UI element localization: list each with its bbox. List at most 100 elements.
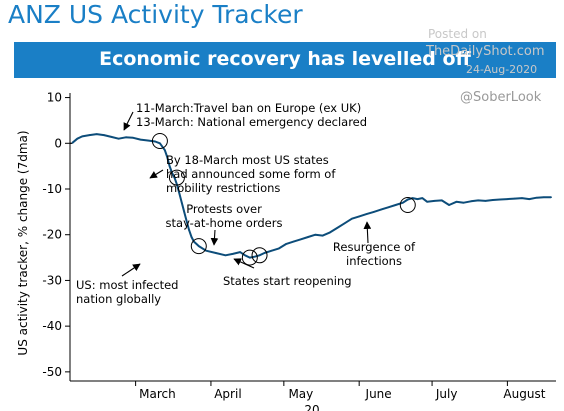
data-point <box>358 215 360 218</box>
y-tick-label: -40 <box>42 319 62 333</box>
x-tick-label: July <box>435 387 458 401</box>
data-point <box>521 197 523 199</box>
data-point <box>416 198 419 200</box>
data-point <box>292 240 295 243</box>
data-point <box>270 249 273 252</box>
footer-fragment: 20 <box>304 403 319 411</box>
data-point <box>387 206 390 209</box>
data-point <box>224 254 227 257</box>
annotation-text: 11-March:Travel ban on Europe (ex UK) <box>136 101 361 115</box>
annotation-arrow <box>149 169 164 179</box>
data-point <box>278 247 280 250</box>
data-point <box>426 201 429 203</box>
data-point <box>154 140 156 143</box>
data-point <box>455 201 458 203</box>
y-tick-label: -50 <box>42 365 62 379</box>
chart-series <box>71 133 552 259</box>
data-point <box>285 243 288 245</box>
chart-callouts: 11-March:Travel ban on Europe (ex UK)13-… <box>76 101 416 306</box>
annotation-arrow <box>363 221 372 244</box>
data-point <box>263 252 266 254</box>
data-point <box>351 217 353 220</box>
data-point <box>205 249 207 252</box>
data-point <box>168 165 171 167</box>
data-point <box>543 196 545 199</box>
chart-axes: 10 0 -10 -20 -30 -40 -50 March April May June July A… <box>16 91 556 411</box>
data-point <box>71 142 74 144</box>
annotation-text: By 18-March most US states <box>166 153 329 167</box>
data-point <box>499 198 501 201</box>
annotation-arrow <box>121 263 141 277</box>
data-point <box>535 196 538 199</box>
data-point <box>307 236 309 238</box>
data-point <box>402 201 404 204</box>
x-tick-label: March <box>139 387 176 401</box>
y-tick-label: -20 <box>42 228 62 242</box>
data-point <box>232 253 234 255</box>
data-point <box>188 229 190 231</box>
annotation-arrow <box>210 229 219 246</box>
data-point <box>76 137 79 140</box>
annotation-arrow <box>123 111 134 131</box>
data-point <box>394 204 397 206</box>
data-point <box>440 199 443 202</box>
event-circle <box>399 197 416 213</box>
data-point <box>258 254 261 257</box>
watermark-date: 24-Aug-2020 <box>466 63 538 76</box>
data-point <box>183 211 186 213</box>
author-handle: @SoberLook <box>460 90 542 105</box>
y-tick-label: -30 <box>42 273 62 287</box>
annotation-text: US: most infected <box>76 278 178 292</box>
event-circle <box>151 133 168 149</box>
data-point <box>484 200 487 202</box>
watermark-posted: Posted on <box>428 27 487 41</box>
x-tick-label: May <box>288 387 313 401</box>
event-circle <box>190 238 207 255</box>
data-point <box>249 256 251 259</box>
watermark-site: TheDailyShot.com <box>426 44 545 59</box>
annotation-text: had announced some form of <box>166 167 336 181</box>
data-point <box>506 198 509 200</box>
annotation-text: States start reopening <box>223 274 352 288</box>
data-point <box>253 255 256 258</box>
data-point <box>195 243 198 245</box>
data-point <box>329 231 331 234</box>
data-point <box>448 204 450 206</box>
y-axis-label: US activity tracker, % change (7dma) <box>16 130 30 355</box>
data-point <box>321 234 324 237</box>
event-circle <box>241 249 258 266</box>
data-point <box>190 236 193 238</box>
data-point <box>550 196 552 199</box>
chart-subtitle: Economic recovery has levelled off <box>99 48 471 70</box>
data-point <box>300 238 302 241</box>
annotation-text: stay-at-home orders <box>166 216 283 230</box>
data-point <box>433 200 436 202</box>
data-point <box>470 200 472 203</box>
data-point <box>159 142 161 145</box>
annotation-text: Resurgence of <box>333 240 416 254</box>
y-tick-label: 0 <box>54 136 62 150</box>
data-point <box>372 211 375 213</box>
data-point <box>239 251 241 253</box>
series-line <box>71 133 552 259</box>
data-point <box>380 208 382 211</box>
event-circle <box>251 247 268 264</box>
data-point <box>180 201 183 204</box>
data-point <box>110 136 113 138</box>
data-point <box>185 220 188 222</box>
data-point <box>163 149 166 151</box>
data-point <box>81 135 83 138</box>
data-point <box>513 197 516 200</box>
annotation-text: 13-March: National emergency declared <box>136 115 367 129</box>
x-tick-label: June <box>365 387 392 401</box>
event-circle <box>168 169 185 186</box>
annotation-arrow <box>233 258 255 269</box>
data-point <box>477 199 480 202</box>
data-point <box>146 139 149 142</box>
data-point <box>173 176 176 179</box>
data-point <box>406 198 409 201</box>
data-point <box>132 137 134 139</box>
chart-title: ANZ US Activity Tracker <box>8 0 303 29</box>
y-tick-label: -10 <box>42 182 62 196</box>
data-point <box>125 136 127 139</box>
